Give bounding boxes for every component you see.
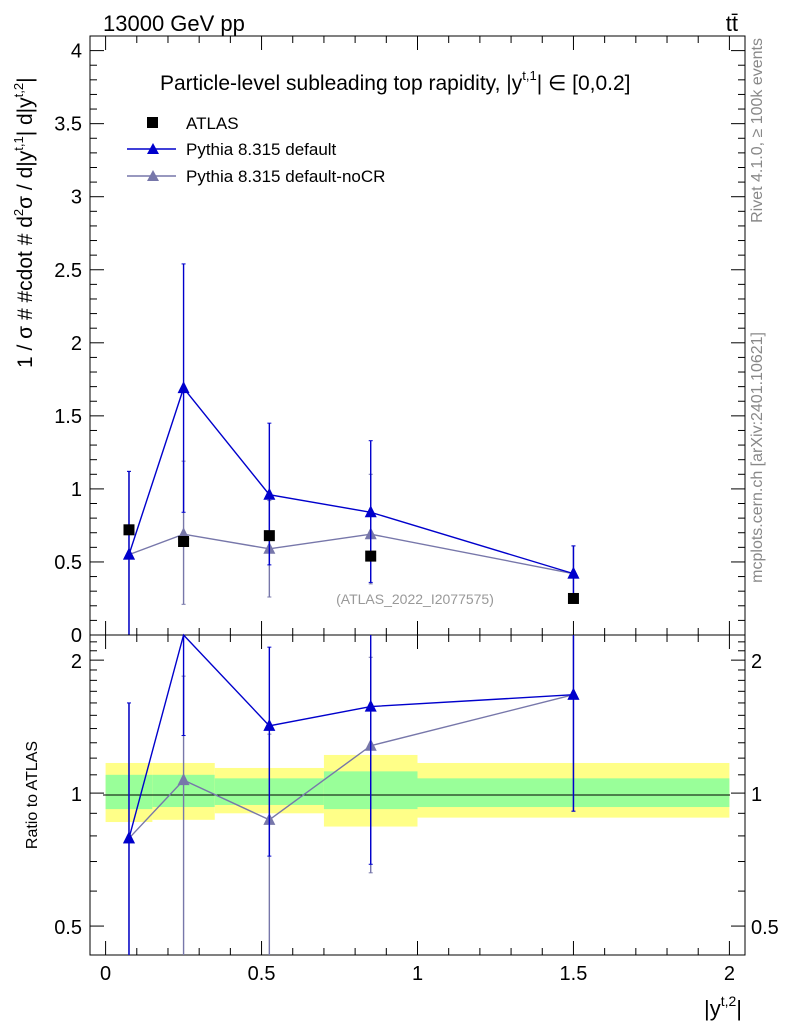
main-series-layer: [122, 263, 580, 635]
main-y-tick-label: 2.5: [54, 260, 82, 282]
main-point-atlas: [263, 530, 275, 542]
mcplots-label: mcplots.cern.ch [arXiv:2401.10621]: [749, 332, 766, 583]
main-y-tick-label: 0: [71, 625, 82, 647]
ratio-plot-panel: 0.5 0.5 1 1 2 2 0 0.5 1 1.5 2 Ratio to ATLAS |yt,…: [24, 633, 779, 1021]
main-y-tick-label: 4: [71, 41, 82, 63]
ratio-y-axis-label: Ratio to ATLAS: [24, 741, 41, 849]
title-main: Particle-level subleading top rapidity, …: [160, 72, 523, 95]
ylabel-sup3: t,2: [11, 83, 26, 97]
main-y-tick-label: 1.5: [54, 406, 82, 428]
ratio-y-tick-label: 0.5: [54, 917, 82, 939]
main-plot-panel: 00.511.522.533.54 1 / σ # #cdot # d2σ / …: [11, 35, 746, 647]
process-label: tt̄: [726, 11, 738, 36]
ratio-y-tick-label-right: 1: [751, 784, 762, 806]
main-y-tick-label: 1: [71, 479, 82, 501]
analysis-watermark: (ATLAS_2022_I2077575): [336, 591, 494, 607]
legend-label-default: Pythia 8.315 default: [186, 140, 337, 159]
ratio-y-axis: 0.5 0.5 1 1 2 2: [54, 641, 779, 939]
ratio-point-default: [122, 831, 135, 844]
title-sup: t,1: [522, 68, 536, 83]
main-y-axis: 0 0.5 1 1.5 2 2.5 3 3.5 4: [54, 35, 745, 647]
x-axis-label: |yt,2|: [704, 993, 742, 1021]
ylabel-sup1: 2: [11, 209, 26, 216]
ratio-series-layer: [122, 633, 580, 955]
main-y-tick-label: 0.5: [54, 552, 82, 574]
legend-label-atlas: ATLAS: [186, 114, 239, 133]
ratio-x-tick-label: 0.5: [248, 963, 276, 985]
main-point-default: [567, 566, 580, 579]
ratio-point-nocr: [177, 773, 190, 786]
ylabel-sup2: t,1: [11, 136, 26, 150]
legend: ATLAS Pythia 8.315 default Pythia 8.315 …: [127, 114, 385, 186]
ratio-y-tick-label-right: 0.5: [751, 917, 779, 939]
ratio-y-tick-label: 2: [71, 651, 82, 673]
ratio-x-axis: 0 0.5 1 1.5 2: [100, 635, 735, 985]
main-y-tick-label: 3.5: [54, 114, 82, 136]
xlabel-sup: t,2: [721, 993, 737, 1009]
main-point-default: [263, 487, 276, 500]
chart-title: Particle-level subleading top rapidity, …: [160, 68, 631, 95]
main-y-axis-label: 1 / σ # #cdot # d2σ / d|yt,1| d|yt,2|: [11, 77, 37, 368]
ylabel-part3: | d|y: [14, 97, 37, 136]
ratio-x-tick-label: 1.5: [560, 963, 588, 985]
ylabel-part2: σ / d|y: [14, 150, 37, 209]
main-point-default: [364, 505, 377, 518]
legend-marker-nocr: [147, 170, 159, 181]
ylabel-part4: |: [14, 77, 37, 82]
ratio-y-tick-label: 1: [71, 784, 82, 806]
main-point-default: [177, 381, 190, 394]
ratio-point-default: [567, 687, 580, 700]
ratio-x-tick-label: 2: [724, 963, 735, 985]
legend-marker-default: [147, 143, 159, 154]
main-point-atlas: [365, 550, 377, 562]
main-y-tick-label: 2: [71, 333, 82, 355]
legend-label-nocr: Pythia 8.315 default-noCR: [186, 167, 385, 186]
main-point-atlas: [123, 524, 135, 536]
ratio-y-tick-label-right: 2: [751, 651, 762, 673]
energy-label: 13000 GeV pp: [103, 11, 245, 36]
ratio-x-tick-label: 0: [100, 963, 111, 985]
rivet-label: Rivet 4.1.0, ≥ 100k events: [749, 38, 766, 223]
ratio-x-tick-label: 1: [412, 963, 423, 985]
main-point-default: [122, 547, 135, 560]
main-y-tick-label: 3: [71, 187, 82, 209]
xlabel-tail: |: [736, 996, 742, 1021]
ratio-uncertainty-bands: [105, 754, 730, 827]
main-x-axis: [105, 36, 730, 635]
legend-marker-atlas: [147, 117, 158, 128]
ratio-point-default: [364, 699, 377, 712]
xlabel-main: |y: [704, 996, 721, 1021]
main-point-atlas: [567, 592, 579, 604]
ylabel-part1: 1 / σ # #cdot # d: [14, 216, 37, 368]
title-tail: | ∈ [0,0.2]: [537, 72, 631, 95]
main-point-atlas: [178, 535, 190, 547]
ratio-point-default: [263, 718, 276, 731]
